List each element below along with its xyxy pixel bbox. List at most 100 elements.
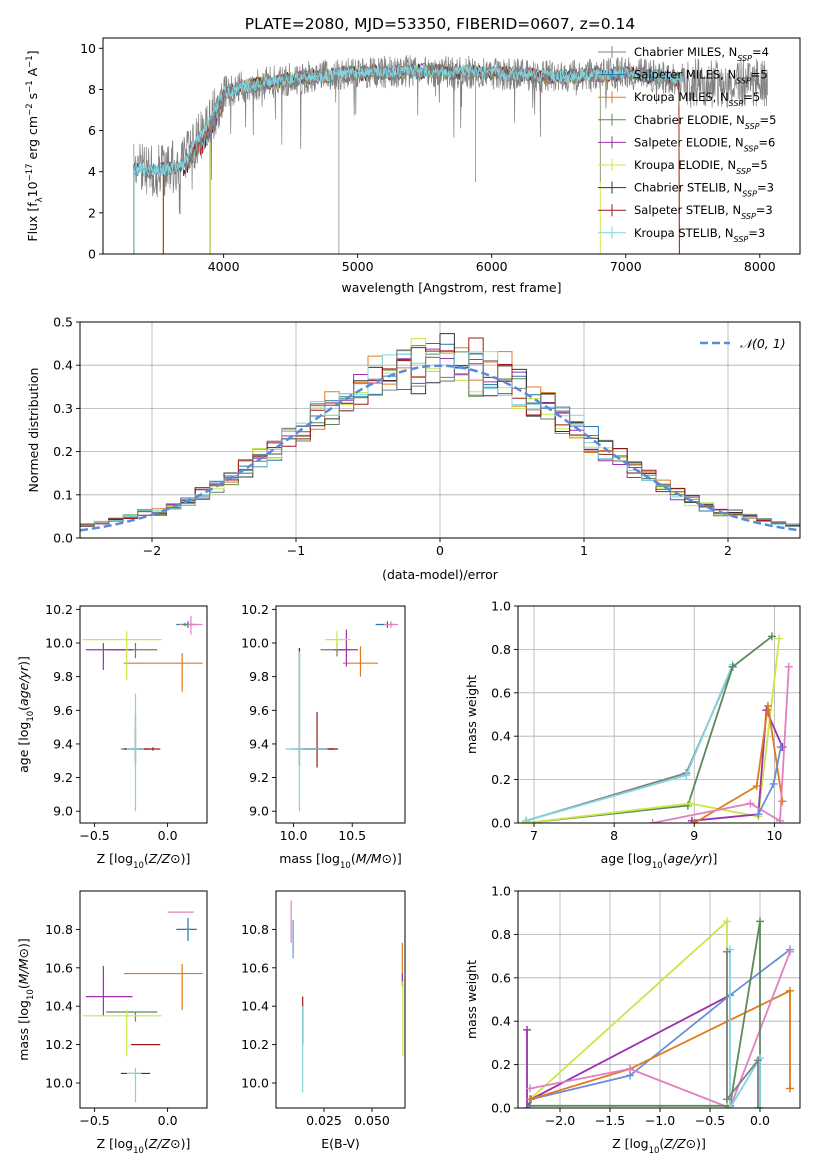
y-tick-label: 9.6: [53, 703, 73, 718]
y-tick-label: 10.2: [241, 1037, 269, 1052]
legend-entry: Chabrier MILES, NSSP=4: [634, 45, 769, 63]
legend-entry: 𝒩(0, 1): [740, 336, 786, 351]
y-tick-label: 1.0: [491, 599, 511, 614]
y-tick-label: 9.2: [53, 770, 73, 785]
y-tick-label: 0.5: [53, 315, 73, 330]
y-tick-label: 10.8: [45, 922, 73, 937]
y-tick-label: 10.2: [45, 1037, 73, 1052]
normal-distribution-line: [80, 364, 800, 532]
y-axis-label: mass weight: [464, 960, 479, 1039]
model-spectrum-line: [209, 62, 682, 254]
y-tick-label: 8: [88, 82, 96, 97]
mass-vs-ebv-panel: 0.025 0.050 10.0 10.2 10.4 10.6 10.8 E(B-V): [241, 890, 406, 1151]
model-spectrum-line: [162, 63, 680, 254]
model-spectrum-line: [162, 62, 680, 254]
y-tick-label: 0.2: [53, 444, 73, 459]
y-tick-label: 9.4: [249, 736, 269, 751]
y-tick-label: 0.6: [491, 685, 511, 700]
weight-series-line: [525, 664, 734, 822]
x-axis-label: E(B-V): [321, 1136, 360, 1151]
residuals-histogram-panel: −2 −1 0 1 2 0.0 0.1 0.2 0.3 0.4 0.5 (data-model)/er…: [26, 315, 801, 582]
y-tick-label: 0.2: [491, 1057, 511, 1072]
x-tick-label: −0.5: [695, 1113, 725, 1128]
x-tick-label: 7: [530, 828, 538, 843]
x-tick-label: −0.5: [79, 828, 109, 843]
axes-frame: [102, 37, 801, 255]
y-tick-label: 0.0: [491, 816, 511, 831]
weight-series-line: [652, 666, 790, 823]
y-tick-label: 10: [80, 41, 96, 56]
y-tick-label: 9.8: [53, 669, 73, 684]
y-tick-label: 10.8: [241, 922, 269, 937]
weight-series-line: [525, 638, 781, 823]
mass-vs-metallicity-panel: −0.5 0.0 10.0 10.2 10.4 10.6 10.8 Z [log10(Z/Z⊙…: [16, 890, 208, 1156]
y-tick-label: 9.0: [249, 804, 269, 819]
x-tick-label: 10: [766, 828, 782, 843]
weight-series-line: [525, 666, 734, 822]
x-tick-label: 10.0: [280, 828, 308, 843]
y-tick-label: 1.0: [491, 884, 511, 899]
model-spectrum-line-top: [133, 64, 683, 178]
model-spectrum-line: [133, 62, 682, 254]
axes-frame: [517, 605, 801, 824]
y-tick-label: 10.4: [45, 999, 73, 1014]
plot-area: [80, 333, 800, 532]
x-tick-label: 5000: [342, 259, 374, 274]
y-tick-label: 0.0: [53, 531, 73, 546]
x-tick-label: 8000: [744, 259, 776, 274]
y-tick-label: 0: [88, 247, 96, 262]
x-tick-label: 0.025: [306, 1113, 342, 1128]
x-tick-label: −1.0: [645, 1113, 675, 1128]
x-tick-label: 0.0: [158, 828, 178, 843]
x-tick-label: 1: [580, 543, 588, 558]
x-axis-label: Z [log10(Z/Z⊙)]: [97, 851, 191, 871]
x-tick-label: 0.050: [354, 1113, 390, 1128]
axes-frame: [79, 605, 208, 824]
x-tick-label: −1.5: [595, 1113, 625, 1128]
y-tick-label: 0.1: [53, 487, 73, 502]
x-axis-label: Z [log10(Z/Z⊙)]: [97, 1136, 191, 1156]
y-tick-label: 9.2: [249, 770, 269, 785]
y-tick-label: 6: [88, 123, 96, 138]
y-tick-label: 10.0: [241, 1076, 269, 1091]
legend-entry: Chabrier STELIB, NSSP=3: [634, 181, 774, 199]
plot-area: [523, 917, 794, 1108]
weight-series-line: [726, 951, 759, 1108]
legend-entry: Kroupa STELIB, NSSP=3: [634, 226, 765, 244]
weight-vs-age-panel: 7 8 9 10 0.0 0.2 0.4 0.6 0.8 1.0 age [log10(age/yr…: [464, 599, 801, 871]
weight-series-line: [525, 635, 773, 823]
model-spectrum-line: [133, 63, 682, 254]
x-tick-label: −0.5: [79, 1113, 109, 1128]
y-tick-label: 0.2: [491, 772, 511, 787]
axes-frame: [275, 890, 406, 1109]
y-tick-label: 0.6: [491, 970, 511, 985]
plot-area: [133, 54, 768, 254]
y-axis-label: Flux [fλ10−17 erg cm−2 s−1 A−1]: [25, 50, 45, 241]
y-tick-label: 0.8: [491, 642, 511, 657]
spectrum-panel: 4000 5000 6000 7000 8000 0 2 4 6 8 10 wavelength [A…: [25, 37, 801, 295]
legend-entry: Salpeter ELODIE, NSSP=6: [634, 135, 775, 153]
legend-entry: Kroupa ELODIE, NSSP=5: [634, 158, 768, 176]
y-tick-label: 0.0: [491, 1101, 511, 1116]
weight-vs-metallicity-panel: −2.0 −1.5 −1.0 −0.5 0.0 0.0 0.2 0.4 0.6 0.8 1.0 Z […: [464, 884, 801, 1156]
x-tick-label: 8: [610, 828, 618, 843]
axes-frame: [275, 605, 406, 824]
y-tick-label: 0.4: [491, 729, 511, 744]
x-tick-label: −2: [143, 543, 161, 558]
axes-frame: [517, 890, 801, 1109]
y-tick-label: 9.8: [249, 669, 269, 684]
model-spectrum-line: [209, 62, 682, 254]
plot-area: [82, 616, 203, 812]
age-vs-metallicity-panel: −0.5 0.0 9.0 9.2 9.4 9.6 9.8 10.0 10.2 Z [log10(Z…: [16, 602, 208, 871]
x-tick-label: 9: [690, 828, 698, 843]
x-tick-label: −1: [287, 543, 305, 558]
x-tick-label: 6000: [476, 259, 508, 274]
weight-series-line: [526, 994, 731, 1108]
weight-series-line: [529, 919, 728, 1108]
x-axis-label: Z [log10(Z/Z⊙)]: [612, 1136, 706, 1156]
x-axis-label: (data-model)/error: [382, 567, 499, 582]
y-tick-label: 10.6: [45, 960, 73, 975]
x-tick-label: 10.5: [338, 828, 366, 843]
histogram-step-line: [80, 350, 800, 528]
